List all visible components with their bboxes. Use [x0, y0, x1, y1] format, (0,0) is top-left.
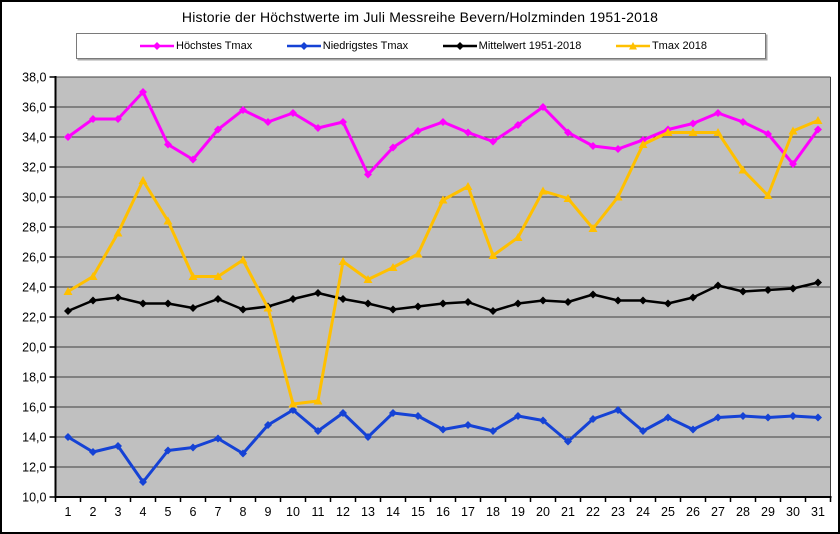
svg-text:14,0: 14,0: [22, 431, 46, 445]
svg-text:18,0: 18,0: [22, 371, 46, 385]
svg-text:26: 26: [686, 505, 700, 519]
svg-text:12: 12: [336, 505, 350, 519]
legend-item-tmax-2018: Tmax 2018: [615, 40, 707, 52]
svg-text:24,0: 24,0: [22, 281, 46, 295]
svg-text:32,0: 32,0: [22, 161, 46, 175]
svg-text:20,0: 20,0: [22, 341, 46, 355]
svg-text:18: 18: [486, 505, 500, 519]
legend-item-hoechstes-tmax: Höchstes Tmax: [139, 40, 252, 52]
svg-text:31: 31: [811, 505, 825, 519]
svg-text:19: 19: [511, 505, 525, 519]
axis-ticks: [49, 76, 832, 502]
svg-text:24: 24: [636, 505, 650, 519]
svg-text:8: 8: [240, 505, 247, 519]
svg-text:22: 22: [586, 505, 600, 519]
svg-text:27: 27: [711, 505, 725, 519]
svg-text:34,0: 34,0: [22, 131, 46, 145]
svg-text:4: 4: [140, 505, 147, 519]
svg-text:6: 6: [190, 505, 197, 519]
svg-text:16,0: 16,0: [22, 401, 46, 415]
legend-label: Mittelwert 1951-2018: [478, 40, 582, 52]
svg-text:30: 30: [786, 505, 800, 519]
legend-label: Höchstes Tmax: [176, 40, 253, 52]
legend-label: Tmax 2018: [651, 40, 707, 52]
legend-label: Niedrigstes Tmax: [322, 40, 409, 52]
svg-text:15: 15: [411, 505, 425, 519]
svg-text:12,0: 12,0: [22, 461, 46, 475]
legend-item-niedrigstes-tmax: Niedrigstes Tmax: [286, 40, 408, 52]
legend-item-mittelwert: Mittelwert 1951-2018: [442, 40, 582, 52]
svg-text:30,0: 30,0: [22, 191, 46, 205]
svg-text:16: 16: [436, 505, 450, 519]
svg-text:14: 14: [386, 505, 400, 519]
svg-text:5: 5: [165, 505, 172, 519]
svg-text:2: 2: [90, 505, 97, 519]
series-tmax-2018: [63, 116, 823, 408]
svg-text:20: 20: [536, 505, 550, 519]
svg-text:22,0: 22,0: [22, 311, 46, 325]
svg-text:23: 23: [611, 505, 625, 519]
svg-text:26,0: 26,0: [22, 251, 46, 265]
svg-text:36,0: 36,0: [22, 101, 46, 115]
series-h-chstes-tmax: [64, 88, 822, 179]
y-axis-labels: 10,0 12,0 14,0 16,0 18,0 20,0 22,0 24,0 26,0 28,0…: [22, 71, 46, 505]
svg-text:28: 28: [736, 505, 750, 519]
hoechstes-tmax-line-icon: [140, 42, 174, 50]
svg-text:10,0: 10,0: [22, 491, 46, 505]
svg-text:38,0: 38,0: [22, 71, 46, 85]
svg-text:9: 9: [265, 505, 272, 519]
svg-text:10: 10: [286, 505, 300, 519]
tmax-2018-line-icon: [615, 42, 650, 50]
series-niedrigstes-tmax: [64, 406, 822, 486]
x-axis-labels: 1 2 3 4 5 6 7 8 9 10 11 12 13 14 15 16 17 18 19 20 21 22 23 24 2…: [65, 505, 825, 519]
svg-text:17: 17: [461, 505, 475, 519]
series-mittelwert-1951-2018: [64, 278, 822, 315]
svg-text:3: 3: [115, 505, 122, 519]
svg-text:7: 7: [215, 505, 222, 519]
svg-text:13: 13: [361, 505, 375, 519]
mittelwert-line-icon: [442, 42, 477, 50]
svg-text:11: 11: [312, 505, 325, 519]
niedrigstes-tmax-line-icon: [286, 42, 321, 50]
svg-text:1: 1: [65, 505, 72, 519]
svg-text:21: 21: [561, 505, 575, 519]
svg-text:29: 29: [761, 505, 775, 519]
svg-text:25: 25: [661, 505, 675, 519]
svg-text:28,0: 28,0: [22, 221, 46, 235]
chart-legend: Höchstes Tmax Niedrigstes Tmax Mittelwer…: [76, 33, 766, 59]
chart-title: Historie der Höchstwerte im Juli Messrei…: [181, 9, 659, 25]
